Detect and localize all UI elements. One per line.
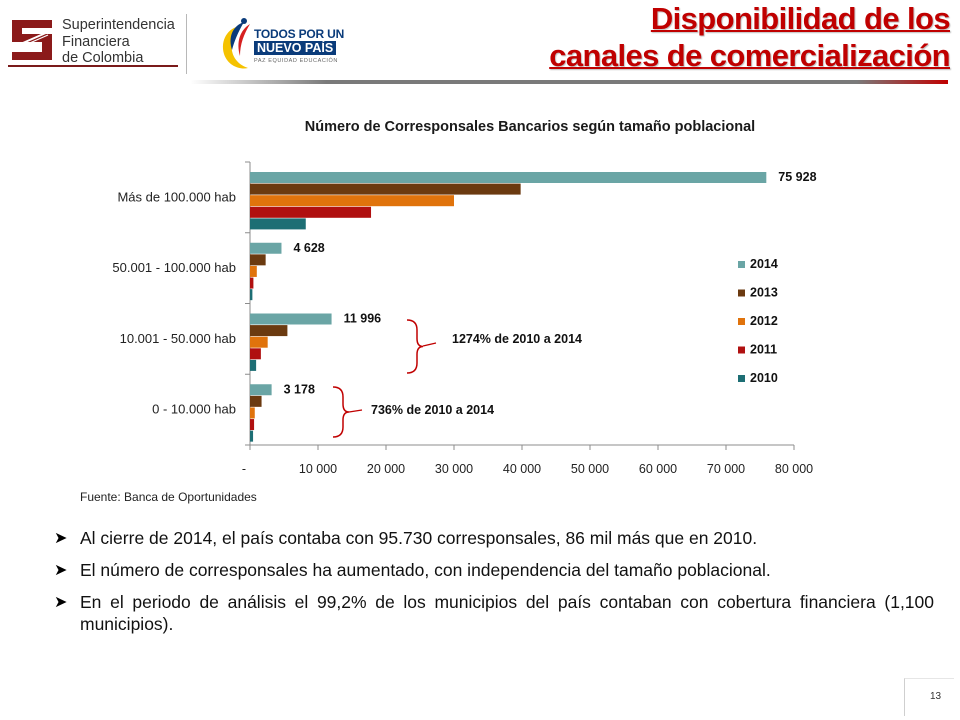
x-tick-label: 80 000	[775, 462, 813, 476]
todos-logo-line-1: TODOS POR UN	[254, 27, 345, 41]
category-label: 0 - 10.000 hab	[152, 402, 236, 417]
legend-swatch	[738, 346, 745, 354]
x-tick-label: 40 000	[503, 462, 541, 476]
bar-2010-4	[250, 430, 254, 442]
x-tick-label: 10 000	[299, 462, 337, 476]
bullet-text-3: En el periodo de análisis el 99,2% de lo…	[80, 592, 934, 634]
legend-swatch	[738, 289, 745, 297]
annotation-brace-1	[406, 319, 424, 374]
bar-2011-2	[250, 277, 254, 289]
bar-2013-4	[250, 395, 262, 407]
bar-2012-4	[250, 407, 255, 419]
todos-por-un-nuevo-pais-logo-icon	[222, 18, 250, 69]
slide-title: Disponibilidad de los canales de comerci…	[549, 0, 950, 74]
x-tick-label: 20 000	[367, 462, 405, 476]
bar-2012-2	[250, 265, 257, 277]
bar-2011-4	[250, 419, 255, 431]
legend-swatch	[738, 318, 745, 325]
bar-2010-1	[250, 218, 306, 230]
bar-2014-2	[250, 242, 282, 254]
category-label: Más de 100.000 hab	[117, 189, 236, 204]
sfc-line-3: de Colombia	[62, 50, 144, 66]
x-tick-label: 30 000	[435, 462, 473, 476]
x-tick-label: 70 000	[707, 462, 745, 476]
bar-2014-4	[250, 384, 272, 396]
bar-2010-3	[250, 359, 257, 371]
bullet-text-2: El número de corresponsales ha aumentado…	[80, 560, 771, 580]
x-tick-label: 50 000	[571, 462, 609, 476]
arrow-bullet-icon: ➤	[54, 594, 68, 611]
arrow-bullet-icon: ➤	[54, 530, 68, 547]
todos-logo-line-3: PAZ EQUIDAD EDUCACIÓN	[254, 58, 339, 64]
bar-2013-1	[250, 183, 521, 195]
slide-title-line-2: canales de comercialización	[549, 38, 950, 73]
bar-2013-3	[250, 325, 288, 337]
data-label: 4 628	[293, 241, 324, 255]
bullet-text-1: Al cierre de 2014, el país contaba con 9…	[80, 528, 758, 548]
legend-label: 2012	[750, 314, 778, 328]
sfc-line-1: Superintendencia	[62, 17, 175, 33]
bullet-item-3: ➤ En el periodo de análisis el 99,2% de l…	[52, 591, 934, 635]
bullet-item-2: ➤ El número de corresponsales ha aumentad…	[52, 559, 934, 581]
annotation-2: 736% de 2010 a 2014	[371, 403, 494, 417]
legend-label: 2013	[750, 286, 778, 300]
x-tick-label: -	[242, 462, 246, 476]
data-label: 3 178	[284, 382, 315, 396]
chart-title: Número de Corresponsales Bancarios según…	[304, 119, 756, 135]
superintendencia-logo-icon	[8, 15, 178, 67]
bullet-list: ➤ Al cierre de 2014, el país contaba con …	[52, 527, 934, 645]
bullet-item-1: ➤ Al cierre de 2014, el país contaba con …	[52, 527, 934, 549]
header-separator	[186, 14, 187, 74]
data-label: 11 996	[344, 312, 382, 326]
bar-2010-2	[250, 289, 253, 301]
arrow-bullet-icon: ➤	[54, 562, 68, 579]
bar-2014-1	[250, 172, 767, 183]
annotation-1: 1274% de 2010 a 2014	[452, 332, 582, 346]
legend-label: 2014	[750, 257, 778, 271]
legend-swatch	[738, 375, 745, 382]
slide-title-line-1: Disponibilidad de los	[650, 1, 951, 36]
sfc-line-2: Financiera	[62, 33, 130, 50]
bar-2012-1	[250, 195, 454, 207]
bar-2011-3	[250, 348, 261, 360]
chart-source: Fuente: Banca de Oportunidades	[80, 490, 257, 504]
data-label: 75 928	[778, 170, 816, 184]
bar-2014-3	[250, 313, 332, 325]
legend-label: 2010	[750, 371, 778, 385]
legend-swatch	[738, 261, 745, 268]
bar-2011-1	[250, 206, 372, 218]
category-label: 50.001 - 100.000 hab	[112, 260, 236, 275]
annotation-connector-1	[422, 342, 437, 347]
bar-2012-3	[250, 336, 268, 348]
x-tick-label: 60 000	[639, 462, 677, 476]
annotation-connector-2	[348, 409, 363, 413]
page-number: 13	[930, 691, 942, 702]
title-rule	[190, 80, 948, 84]
legend-label: 2011	[750, 343, 777, 357]
page-number-box	[904, 678, 954, 716]
todos-logo-line-2: NUEVO PAÍS	[254, 41, 337, 55]
bar-2013-2	[250, 254, 266, 266]
category-label: 10.001 - 50.000 hab	[120, 331, 236, 346]
annotation-brace-2	[332, 386, 350, 438]
superintendencia-name: Superintendencia Financiera de Colombia	[62, 17, 175, 67]
